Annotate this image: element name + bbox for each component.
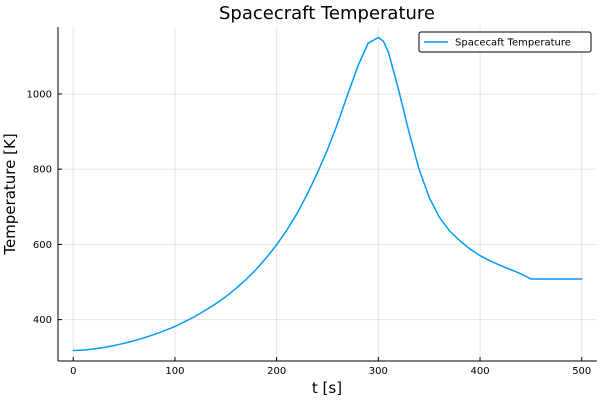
x-tick-label: 500 xyxy=(572,366,591,377)
series-line-0 xyxy=(72,36,583,352)
y-tick-label: 800 xyxy=(33,165,52,176)
x-tick-label: 300 xyxy=(369,366,388,377)
x-tick-label: 200 xyxy=(267,366,286,377)
x-tick-label: 400 xyxy=(471,366,490,377)
x-tick-label: 100 xyxy=(165,366,184,377)
legend: Spacecaft Temperature xyxy=(418,31,592,53)
y-tick-label: 600 xyxy=(33,240,52,251)
chart-title: Spacecraft Temperature xyxy=(219,3,435,24)
legend-series-label: Spacecaft Temperature xyxy=(455,38,571,49)
y-tick-label: 400 xyxy=(33,315,52,326)
x-tick-label: 0 xyxy=(70,366,76,377)
y-axis-label: Temperature [K] xyxy=(1,133,19,255)
x-axis-label: t [s] xyxy=(312,379,342,397)
legend-box xyxy=(418,31,592,53)
y-tick-label: 1000 xyxy=(27,89,52,100)
